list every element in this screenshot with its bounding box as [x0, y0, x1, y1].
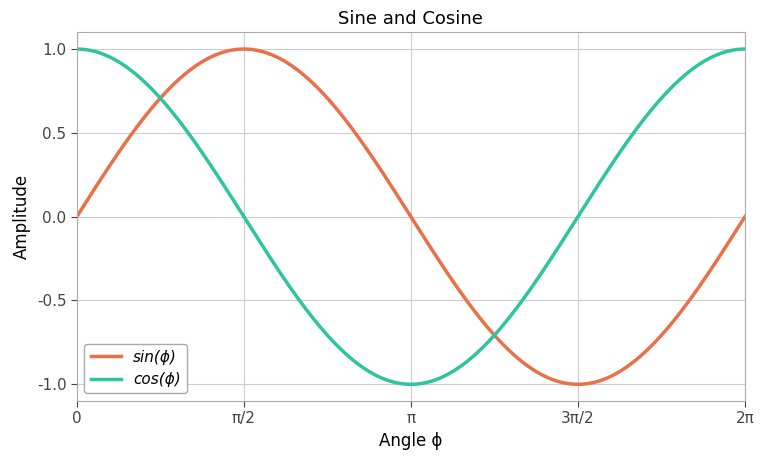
Line: sin(ϕ): sin(ϕ) — [77, 49, 745, 384]
sin(ϕ) — [240, 46, 249, 52]
cos(ϕ) — [141, 80, 150, 85]
cos(ϕ) — [531, 278, 541, 284]
Line: cos(ϕ): cos(ϕ) — [77, 49, 745, 384]
cos(ϕ) — [406, 382, 415, 387]
sin(ϕ) — [740, 214, 750, 219]
sin(ϕ) — [141, 113, 150, 119]
sin(ϕ) — [343, 120, 353, 125]
sin(ϕ) — [531, 369, 541, 374]
cos(ϕ) — [72, 46, 81, 52]
Y-axis label: Amplitude: Amplitude — [13, 174, 31, 259]
cos(ϕ) — [594, 182, 603, 187]
Title: Sine and Cosine: Sine and Cosine — [339, 10, 483, 28]
cos(ϕ) — [343, 352, 352, 358]
cos(ϕ) — [740, 46, 750, 52]
sin(ϕ) — [607, 373, 616, 379]
Legend: sin(ϕ), cos(ϕ): sin(ϕ), cos(ϕ) — [84, 343, 187, 393]
sin(ϕ) — [573, 382, 582, 387]
X-axis label: Angle ϕ: Angle ϕ — [379, 432, 442, 450]
cos(ϕ) — [606, 163, 615, 169]
cos(ϕ) — [366, 370, 376, 375]
sin(ϕ) — [72, 214, 81, 219]
sin(ϕ) — [367, 154, 376, 159]
sin(ϕ) — [594, 378, 604, 384]
